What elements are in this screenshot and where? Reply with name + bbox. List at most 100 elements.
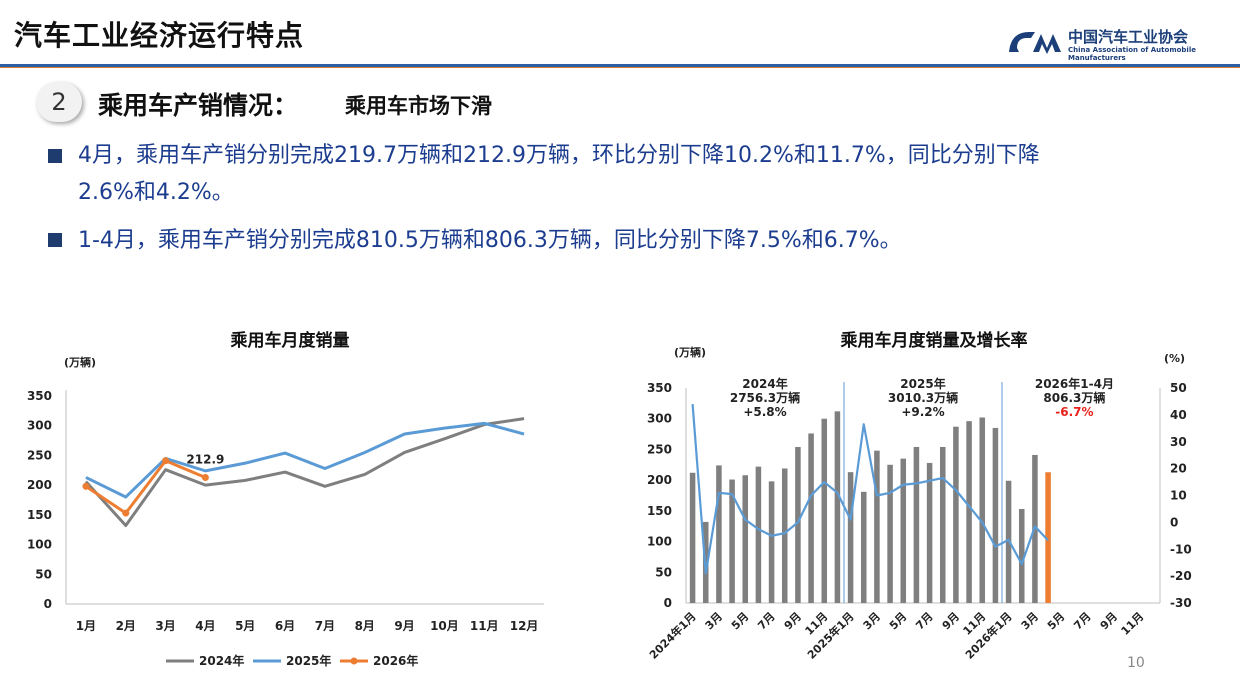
x-tick-label: 4月: [195, 619, 215, 633]
y2-tick-label: 50: [1170, 381, 1187, 395]
y-tick-label: 50: [35, 567, 52, 581]
x-tick-label: 8月: [355, 619, 375, 633]
page-title: 汽车工业经济运行特点: [14, 19, 305, 52]
bar: [913, 446, 920, 603]
x-tick-label: 5月: [1045, 610, 1067, 632]
bar: [795, 446, 801, 603]
section-number-badge: 2: [36, 82, 82, 122]
bar: [966, 421, 972, 603]
y2-tick-label: 40: [1170, 408, 1187, 422]
y-tick-label: 200: [647, 473, 672, 487]
page-number: 10: [1127, 655, 1145, 671]
y-tick-label: 100: [27, 538, 52, 552]
bar: [689, 472, 696, 603]
y-tick-label: 50: [655, 565, 672, 579]
annotation-text: 2024年: [742, 376, 787, 391]
y-tick-label: 200: [27, 478, 52, 492]
legend-marker-2026: [350, 657, 358, 665]
bar: [742, 475, 749, 603]
series-point-2026: [82, 482, 90, 490]
x-tick-label: 11月: [1119, 610, 1147, 638]
y2-tick-label: 30: [1170, 435, 1187, 449]
chart-title: 乘用车月度销量及增长率: [840, 330, 1028, 351]
x-tick-label: 9月: [782, 610, 804, 632]
y2-tick-label: 0: [1170, 515, 1178, 529]
y2-tick-label: 10: [1170, 489, 1187, 503]
bar: [1018, 509, 1025, 603]
bar: [939, 446, 946, 603]
legend-label: 2026年: [373, 653, 418, 668]
annotation-text: 3010.3万辆: [888, 390, 958, 405]
x-tick-label: 3月: [861, 610, 883, 632]
monthly-sales-growth-chart: 乘用车月度销量及增长率(万辆) (%)050100150200250300350-…: [646, 330, 1192, 662]
y-tick-label: 250: [647, 442, 672, 456]
x-tick-label: 7月: [315, 619, 335, 633]
x-tick-label: 6月: [275, 619, 295, 633]
x-tick-label: 5月: [235, 619, 255, 633]
annotation-text: +9.2%: [901, 405, 944, 419]
x-tick-label: 5月: [887, 610, 909, 632]
y-tick-label: 0: [664, 596, 672, 610]
y2-tick-label: -30: [1170, 596, 1192, 610]
annotation-text: +5.8%: [743, 405, 786, 419]
bar: [834, 411, 841, 603]
bar: [860, 491, 867, 603]
series-point-2026: [201, 473, 209, 481]
bar: [808, 433, 814, 603]
y-tick-label: 150: [647, 504, 672, 518]
x-tick-label: 10月: [430, 619, 459, 633]
annotation-text: 806.3万辆: [1043, 390, 1105, 405]
y-tick-label: 350: [27, 389, 52, 403]
growth-rate-line: [691, 404, 1049, 575]
data-label: 212.9: [186, 452, 224, 466]
section-title: 乘用车产销情况：: [98, 91, 299, 120]
y2-axis-unit: (%): [1164, 352, 1185, 365]
x-tick-label: 3月: [1019, 610, 1041, 632]
series-point-2026: [122, 509, 130, 517]
series-line-2026年: [85, 459, 206, 515]
bar: [847, 472, 854, 603]
y-tick-label: 250: [27, 448, 52, 462]
x-tick-label: 3月: [703, 610, 725, 632]
bullet-marker: [48, 233, 62, 247]
bar: [729, 479, 735, 603]
bar: [1045, 472, 1051, 603]
bar: [979, 417, 986, 603]
y-tick-label: 0: [44, 597, 52, 611]
bar: [926, 462, 933, 603]
y2-tick-label: -20: [1170, 569, 1192, 583]
y-tick-label: 300: [647, 412, 672, 426]
logo-en-text: China Association of Automobile Manufact…: [1068, 46, 1196, 62]
y-tick-label: 150: [27, 508, 52, 522]
caam-logo-mark: [1009, 32, 1061, 54]
bar: [821, 418, 828, 603]
series-point-2026: [162, 457, 170, 465]
chart-title: 乘用车月度销量: [230, 330, 350, 351]
x-tick-label: 2024年1月: [646, 609, 699, 662]
y-axis-unit: (万辆): [64, 355, 96, 369]
bar: [900, 458, 907, 603]
x-tick-label: 9月: [394, 619, 414, 633]
legend-label: 2025年: [286, 653, 331, 668]
bullet-text-2: 1-4月，乘用车产销分别完成810.5万辆和806.3万辆，同比分别下降7.5%…: [78, 228, 902, 253]
header-rule-accent: [0, 67, 1240, 68]
bar: [992, 427, 999, 603]
bar: [874, 450, 880, 603]
header-rule: [0, 64, 1240, 67]
x-tick-label: 5月: [729, 610, 751, 632]
bar: [768, 481, 775, 603]
caam-logo: [1009, 32, 1061, 54]
y-tick-label: 100: [647, 535, 672, 549]
bar: [781, 468, 788, 603]
x-tick-label: 2月: [116, 619, 136, 633]
bullet-marker: [48, 149, 62, 163]
x-tick-label: 9月: [1098, 610, 1120, 632]
x-tick-label: 7月: [755, 610, 777, 632]
series-line-2024年: [84, 417, 525, 528]
bullet-text-1a: 4月，乘用车产销分别完成219.7万辆和212.9万辆，环比分别下降10.2%和…: [78, 143, 1040, 168]
bar: [953, 426, 959, 603]
y2-tick-label: 20: [1170, 462, 1187, 476]
bar: [755, 466, 762, 603]
logo-cn-text: 中国汽车工业协会: [1068, 28, 1189, 46]
series-line-2025年: [85, 421, 525, 499]
